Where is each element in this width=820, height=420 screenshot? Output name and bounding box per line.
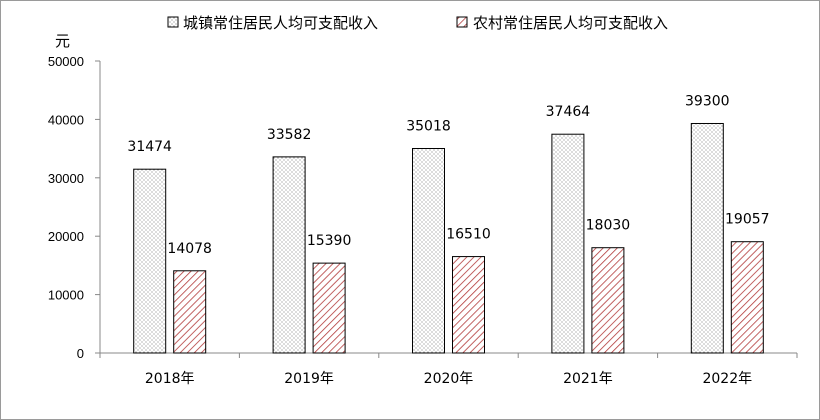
x-tick-label: 2020年 <box>424 371 474 387</box>
y-tick-label: 30000 <box>48 171 84 186</box>
y-tick-label: 10000 <box>48 288 84 303</box>
y-tick-label: 20000 <box>48 229 84 244</box>
data-label-rural: 19057 <box>725 212 770 228</box>
data-label-rural: 15390 <box>307 233 352 249</box>
bars: 31474 14078 33582 15390 35018 16510 37464 18030… <box>127 93 770 354</box>
axes: 0 10000 20000 30000 40000 50000 2018年 2019年 2020… <box>48 54 798 387</box>
data-label-urban: 33582 <box>267 127 312 143</box>
legend-swatch-rural <box>456 16 468 28</box>
data-label-urban: 39300 <box>685 93 730 109</box>
bar-rural <box>452 256 485 354</box>
legend: 城镇常住居民人均可支配收入 农村常住居民人均可支配收入 <box>167 14 668 32</box>
data-label-urban: 35018 <box>406 118 451 134</box>
y-unit-label: 元 <box>55 32 70 50</box>
bar-urban <box>412 147 445 354</box>
bar-urban <box>690 122 724 354</box>
y-tick-label: 40000 <box>48 112 84 127</box>
bar-urban <box>272 156 306 354</box>
x-tick-label: 2019年 <box>284 371 334 387</box>
y-tick-label: 0 <box>77 346 84 361</box>
data-label-urban: 31474 <box>127 139 172 155</box>
bar-rural <box>730 241 764 354</box>
x-tick-label: 2021年 <box>563 371 613 387</box>
y-tick-label: 50000 <box>48 54 84 69</box>
bar-rural <box>591 247 625 354</box>
x-tick-label: 2018年 <box>145 371 195 387</box>
legend-swatch-urban <box>167 16 179 28</box>
bar-urban <box>133 168 167 354</box>
data-label-rural: 16510 <box>446 227 491 243</box>
data-label-urban: 37464 <box>546 104 591 120</box>
x-tick-label: 2022年 <box>702 371 752 387</box>
bar-urban <box>551 133 585 354</box>
bar-rural <box>173 270 207 354</box>
data-label-rural: 18030 <box>586 218 631 234</box>
bar-rural <box>312 262 346 354</box>
legend-label-rural: 农村常住居民人均可支配收入 <box>473 14 668 32</box>
legend-label-urban: 城镇常住居民人均可支配收入 <box>183 14 378 32</box>
data-label-rural: 14078 <box>167 241 212 257</box>
